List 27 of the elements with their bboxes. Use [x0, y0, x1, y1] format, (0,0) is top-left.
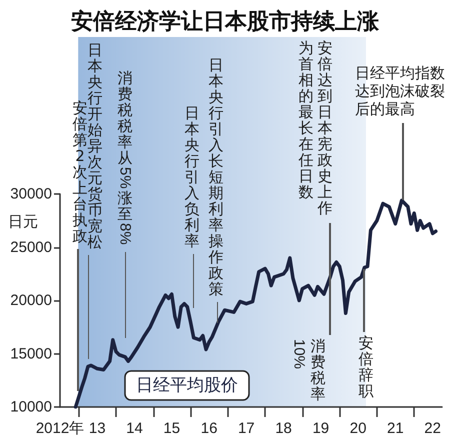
- x-tick-label: 14: [126, 420, 143, 437]
- x-tick-label: 19: [312, 420, 330, 437]
- x-tick-label: 18: [275, 420, 292, 437]
- text: 消费税税率从5%涨至8%: [116, 68, 134, 245]
- x-tick-label: 13: [88, 420, 106, 437]
- chart-title: 安倍经济学让日本股市持续上涨: [71, 8, 380, 34]
- annotation: 安倍辞职: [358, 334, 374, 400]
- text: 日本央行引入长短期利率操作政策: [208, 56, 224, 298]
- text: 日本央行开始异次元货币宽松: [88, 41, 102, 251]
- text: 日本央行引入负利率: [184, 104, 200, 250]
- y-tick-label: 10000: [10, 398, 52, 416]
- text: 日经平均指数达到泡沫破裂后的最高: [355, 64, 446, 118]
- y-tick-label: 20000: [10, 292, 52, 309]
- text: 安倍达到日本宪政史上作为首相的最长在任日数: [298, 39, 332, 217]
- x-tick-label: 17: [238, 420, 255, 437]
- y-tick-label: 15000: [10, 345, 52, 362]
- y-tick-label: 25000: [10, 238, 52, 256]
- x-tick-label: 15: [163, 420, 180, 437]
- y-tick-label: 30000: [10, 186, 52, 202]
- x-tick-label: 2012年: [36, 420, 84, 437]
- text: 安倍第2次上台执政: [72, 99, 88, 245]
- x-tick-label: 22: [424, 420, 441, 437]
- x-tick-label: 21: [387, 420, 404, 437]
- series-label: 日经平均股价: [136, 376, 238, 396]
- x-tick-label: 16: [200, 420, 218, 437]
- x-tick-label: 20: [350, 420, 366, 437]
- y-axis-title: 日元: [8, 212, 38, 230]
